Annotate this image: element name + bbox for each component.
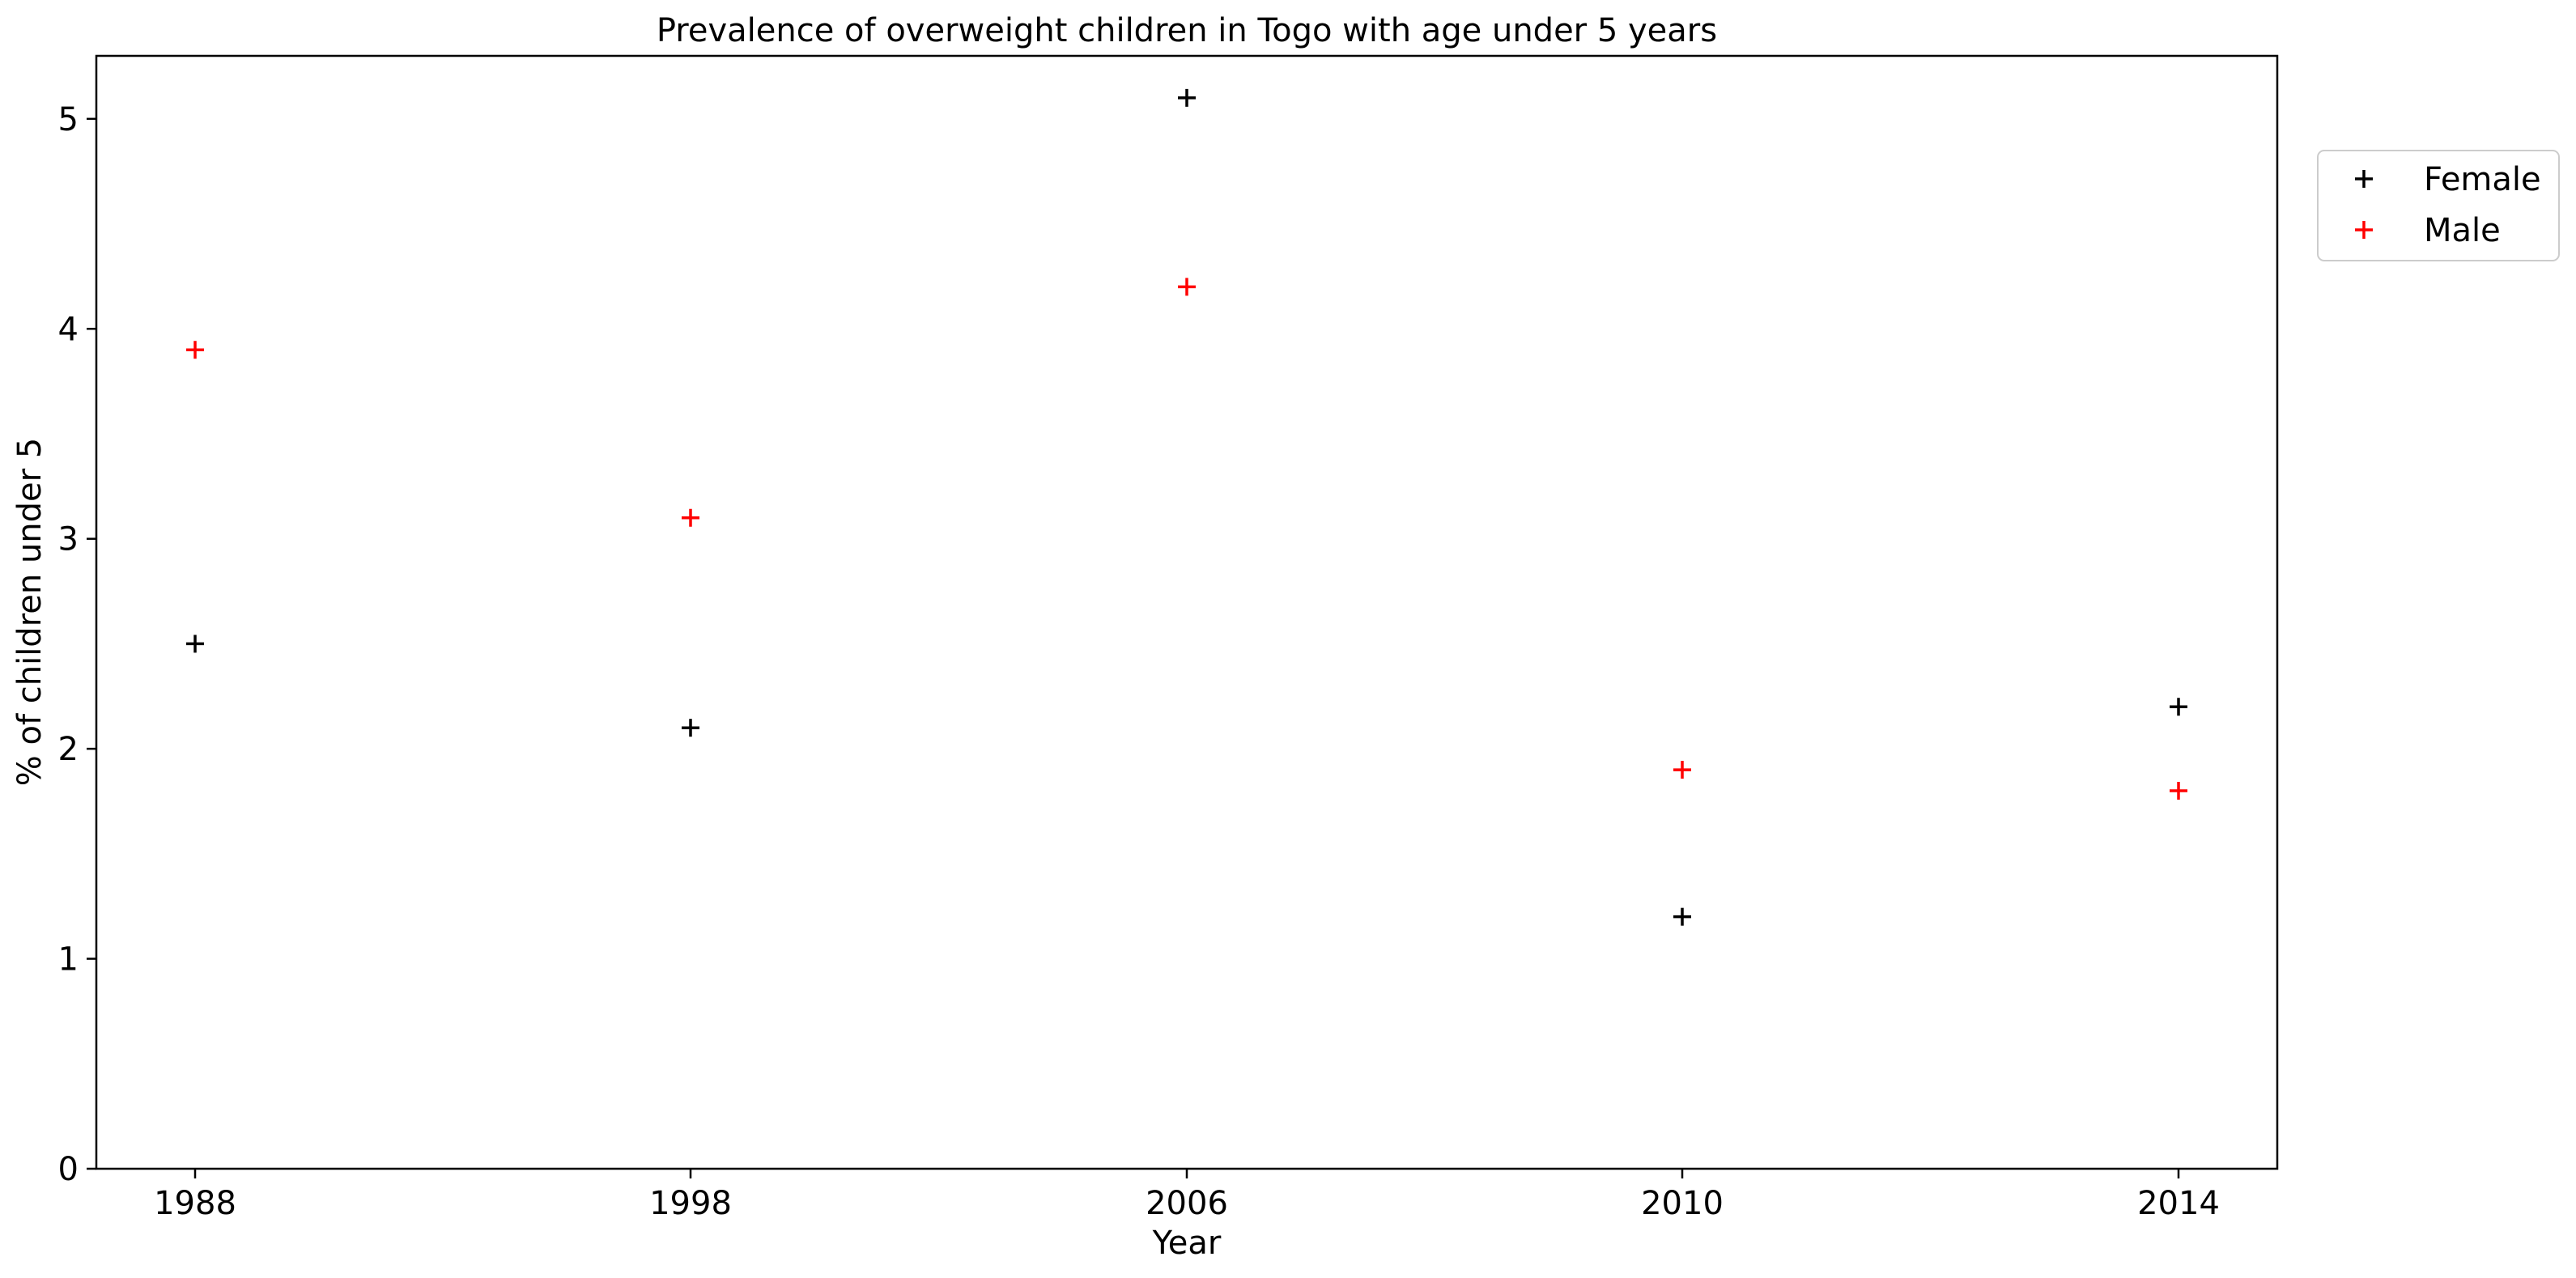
data-point-male	[2170, 782, 2187, 800]
x-axis-label: Year	[1152, 1225, 1222, 1262]
legend-marker-male	[2355, 221, 2373, 239]
y-tick-label: 4	[58, 311, 79, 348]
y-tick-label: 2	[58, 731, 79, 768]
legend-marker-female	[2355, 170, 2373, 188]
data-point-male	[1178, 278, 1196, 296]
data-point-female	[186, 635, 204, 653]
y-tick-label: 3	[58, 521, 79, 558]
data-point-female	[682, 719, 699, 737]
x-tick-label: 2006	[1146, 1185, 1228, 1222]
data-points	[186, 88, 2187, 926]
x-tick-label: 1998	[649, 1185, 732, 1222]
legend-label-female: Female	[2424, 161, 2541, 198]
y-tick-label: 0	[58, 1151, 79, 1188]
x-tick-label: 2014	[2137, 1185, 2220, 1222]
data-point-male	[1673, 761, 1691, 779]
data-point-female	[1178, 88, 1196, 107]
y-tick-label: 1	[58, 941, 79, 979]
chart-title: Prevalence of overweight children in Tog…	[657, 12, 1717, 49]
x-tick-label: 1988	[154, 1185, 236, 1222]
data-point-female	[2170, 698, 2187, 716]
x-tick-label: 2010	[1641, 1185, 1724, 1222]
legend-box	[2317, 150, 2560, 261]
y-tick-label: 5	[58, 101, 79, 138]
data-point-female	[1673, 907, 1691, 926]
x-axis-ticks: 1988 1998 2006 2010 2014	[154, 1169, 2220, 1222]
legend: Female Male	[2317, 150, 2560, 261]
y-axis-ticks: 0 1 2 3 4 5	[58, 101, 96, 1188]
legend-label-male: Male	[2424, 212, 2501, 249]
data-point-male	[186, 341, 204, 359]
data-point-male	[682, 508, 699, 527]
y-axis-label: % of children under 5	[11, 438, 49, 787]
